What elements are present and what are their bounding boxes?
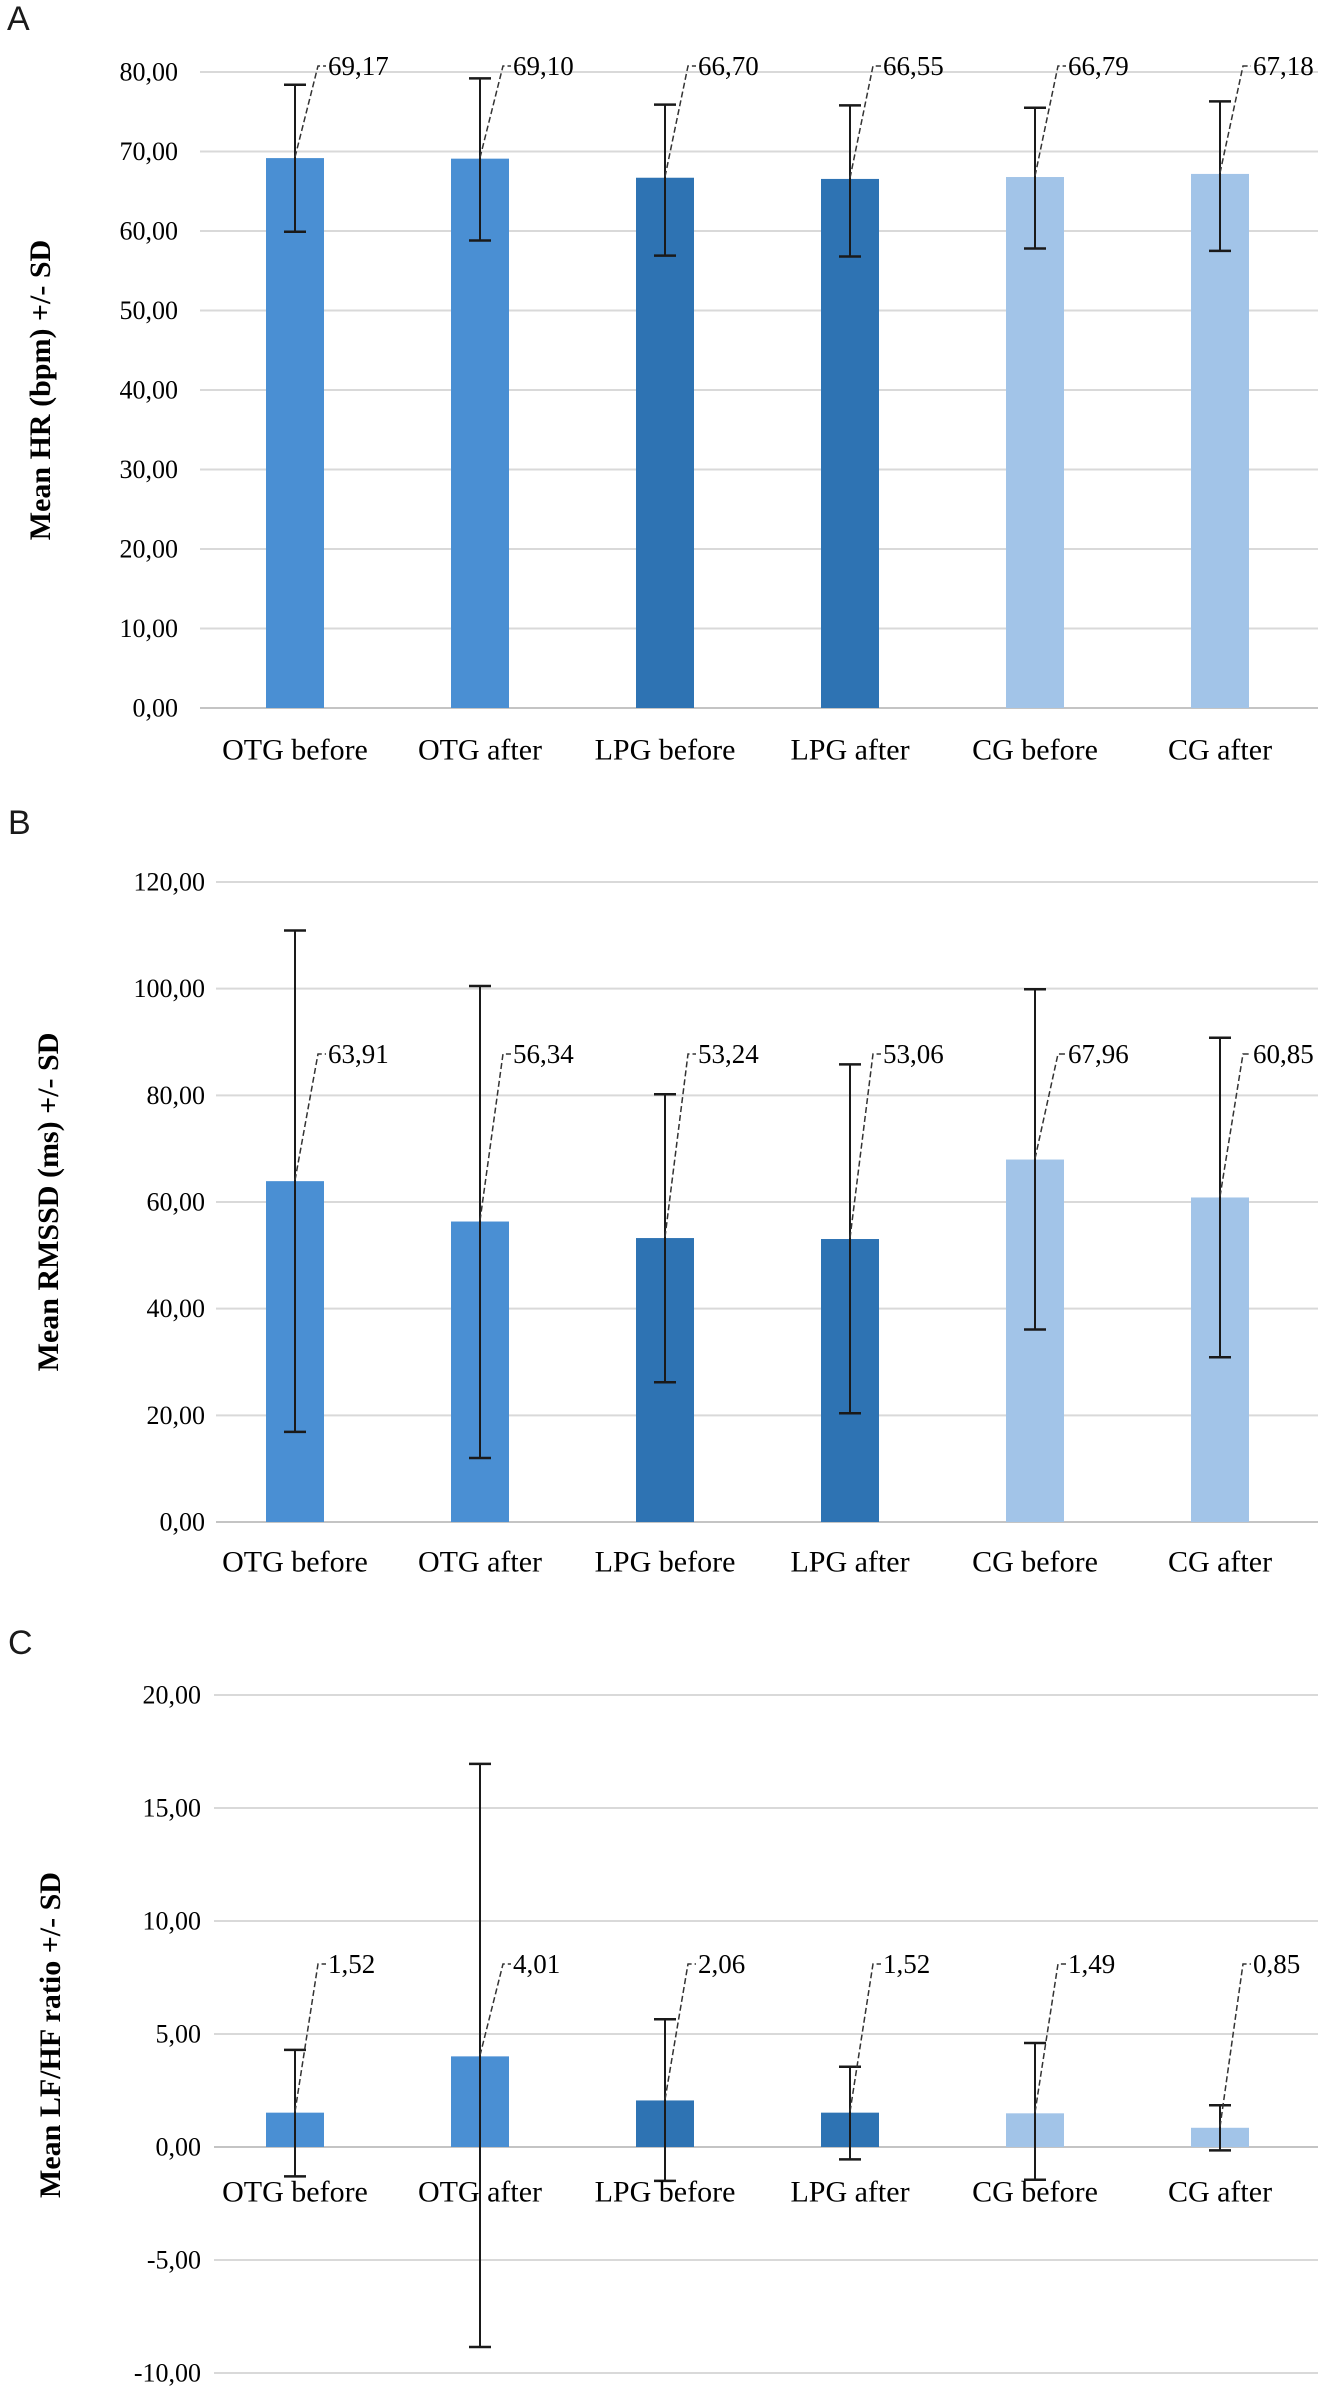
x-category-label-cg-after: CG after <box>1168 1546 1272 1579</box>
data-label-lpg-before: 53,24 <box>698 1039 759 1069</box>
y-tick-label: 80,00 <box>147 1081 206 1110</box>
y-tick-label: 0,00 <box>160 1508 206 1537</box>
bar-lpg-after <box>821 178 879 709</box>
data-label-otg-before: 1,52 <box>328 1949 375 1979</box>
leader-line-cg-after <box>1219 1053 1251 1197</box>
y-tick-label: -10,00 <box>134 2359 201 2388</box>
leader-line-cg-after <box>1219 1963 1251 2127</box>
x-category-label-cg-after: CG after <box>1168 2176 1272 2209</box>
data-label-cg-after: 60,85 <box>1253 1039 1314 1069</box>
x-category-label-otg-before: OTG before <box>222 734 368 767</box>
y-tick-label: 50,00 <box>120 296 179 325</box>
data-label-otg-before: 69,17 <box>328 51 389 81</box>
y-tick-label: 80,00 <box>120 58 179 87</box>
bar-lpg-before <box>636 177 694 709</box>
data-label-lpg-after: 66,55 <box>883 51 944 81</box>
y-tick-label: -5,00 <box>147 2246 201 2275</box>
leader-line-lpg-after <box>849 65 881 179</box>
y-tick-label: 10,00 <box>143 1907 202 1936</box>
y-tick-label: 0,00 <box>133 694 179 723</box>
leader-line-otg-before <box>294 1053 326 1181</box>
panel-letter-c: C <box>8 1624 33 1662</box>
x-category-label-lpg-after: LPG after <box>790 2176 909 2209</box>
y-tick-label: 70,00 <box>120 137 179 166</box>
data-label-cg-before: 67,96 <box>1068 1039 1129 1069</box>
y-tick-label: 30,00 <box>120 455 179 484</box>
y-tick-label: 40,00 <box>120 376 179 405</box>
x-category-label-lpg-after: LPG after <box>790 734 909 767</box>
x-category-label-lpg-before: LPG before <box>595 734 736 767</box>
y-tick-label: 100,00 <box>134 974 206 1003</box>
leader-line-cg-before <box>1034 1053 1066 1159</box>
y-tick-label: 5,00 <box>156 2020 202 2049</box>
leader-line-lpg-before <box>664 65 696 177</box>
x-category-label-lpg-before: LPG before <box>595 1546 736 1579</box>
leader-line-lpg-after <box>849 1963 881 2112</box>
y-tick-label: 60,00 <box>147 1188 206 1217</box>
data-label-otg-after: 69,10 <box>513 51 574 81</box>
data-label-cg-before: 1,49 <box>1068 1949 1115 1979</box>
x-category-label-cg-after: CG after <box>1168 734 1272 767</box>
data-label-otg-after: 4,01 <box>513 1949 560 1979</box>
data-label-lpg-after: 1,52 <box>883 1949 930 1979</box>
bar-otg-before <box>266 158 324 708</box>
bar-cg-before <box>1006 177 1064 708</box>
y-axis-title: Mean RMSSD (ms) +/- SD <box>32 1033 65 1372</box>
y-tick-label: 15,00 <box>143 1794 202 1823</box>
x-category-label-lpg-after: LPG after <box>790 1546 909 1579</box>
leader-line-cg-before <box>1034 1963 1066 2113</box>
panel-letter-b: B <box>8 804 31 842</box>
data-label-cg-after: 0,85 <box>1253 1949 1300 1979</box>
x-category-label-otg-after: OTG after <box>418 2176 542 2209</box>
leader-line-lpg-after <box>849 1053 881 1239</box>
y-axis-title: Mean LF/HF ratio +/- SD <box>34 1872 67 2198</box>
x-category-label-otg-before: OTG before <box>222 2176 368 2209</box>
panel-letter-a: A <box>7 0 30 38</box>
y-tick-label: 10,00 <box>120 614 179 643</box>
y-tick-label: 20,00 <box>120 535 179 564</box>
leader-line-otg-after <box>479 1053 511 1221</box>
leader-line-otg-before <box>294 1963 326 2112</box>
y-tick-label: 20,00 <box>147 1401 206 1430</box>
leader-line-otg-after <box>479 1963 511 2056</box>
y-tick-label: 40,00 <box>147 1294 206 1323</box>
x-category-label-otg-before: OTG before <box>222 1546 368 1579</box>
chart-panel-b-mean-rmssd: 120,00 100,00 80,00 60,00 40,00 20,00 0,00 Mean… <box>32 868 1318 1579</box>
bar-otg-after <box>451 158 509 708</box>
leader-line-otg-after <box>479 65 511 158</box>
data-label-cg-after: 67,18 <box>1253 51 1314 81</box>
data-label-lpg-after: 53,06 <box>883 1039 944 1069</box>
leader-line-otg-before <box>294 65 326 158</box>
x-category-label-cg-before: CG before <box>972 1546 1098 1579</box>
x-category-label-otg-after: OTG after <box>418 1546 542 1579</box>
leader-line-cg-before <box>1034 65 1066 177</box>
y-axis-title: Mean HR (bpm) +/- SD <box>24 240 57 540</box>
leader-line-lpg-before <box>664 1963 696 2100</box>
x-category-label-otg-after: OTG after <box>418 734 542 767</box>
data-label-lpg-before: 66,70 <box>698 51 759 81</box>
x-category-label-cg-before: CG before <box>972 734 1098 767</box>
chart-panel-c-mean-lf-hf: 20,00 15,00 10,00 5,00 0,00 -5,00 -10,00 Mean L… <box>34 1681 1318 2388</box>
x-category-label-lpg-before: LPG before <box>595 2176 736 2209</box>
y-tick-label: 60,00 <box>120 217 179 246</box>
y-tick-label: 0,00 <box>156 2133 202 2162</box>
y-tick-label: 120,00 <box>134 868 206 897</box>
chart-panel-a-mean-hr: 80,00 70,00 60,00 50,00 40,00 30,00 20,00 10,00… <box>24 51 1318 767</box>
leader-line-cg-after <box>1219 65 1251 174</box>
x-category-label-cg-before: CG before <box>972 2176 1098 2209</box>
data-label-otg-after: 56,34 <box>513 1039 574 1069</box>
leader-line-lpg-before <box>664 1053 696 1238</box>
data-label-cg-before: 66,79 <box>1068 51 1129 81</box>
y-tick-label: 20,00 <box>143 1681 202 1710</box>
data-label-otg-before: 63,91 <box>328 1039 389 1069</box>
bar-cg-after <box>1191 173 1249 708</box>
data-label-lpg-before: 2,06 <box>698 1949 745 1979</box>
